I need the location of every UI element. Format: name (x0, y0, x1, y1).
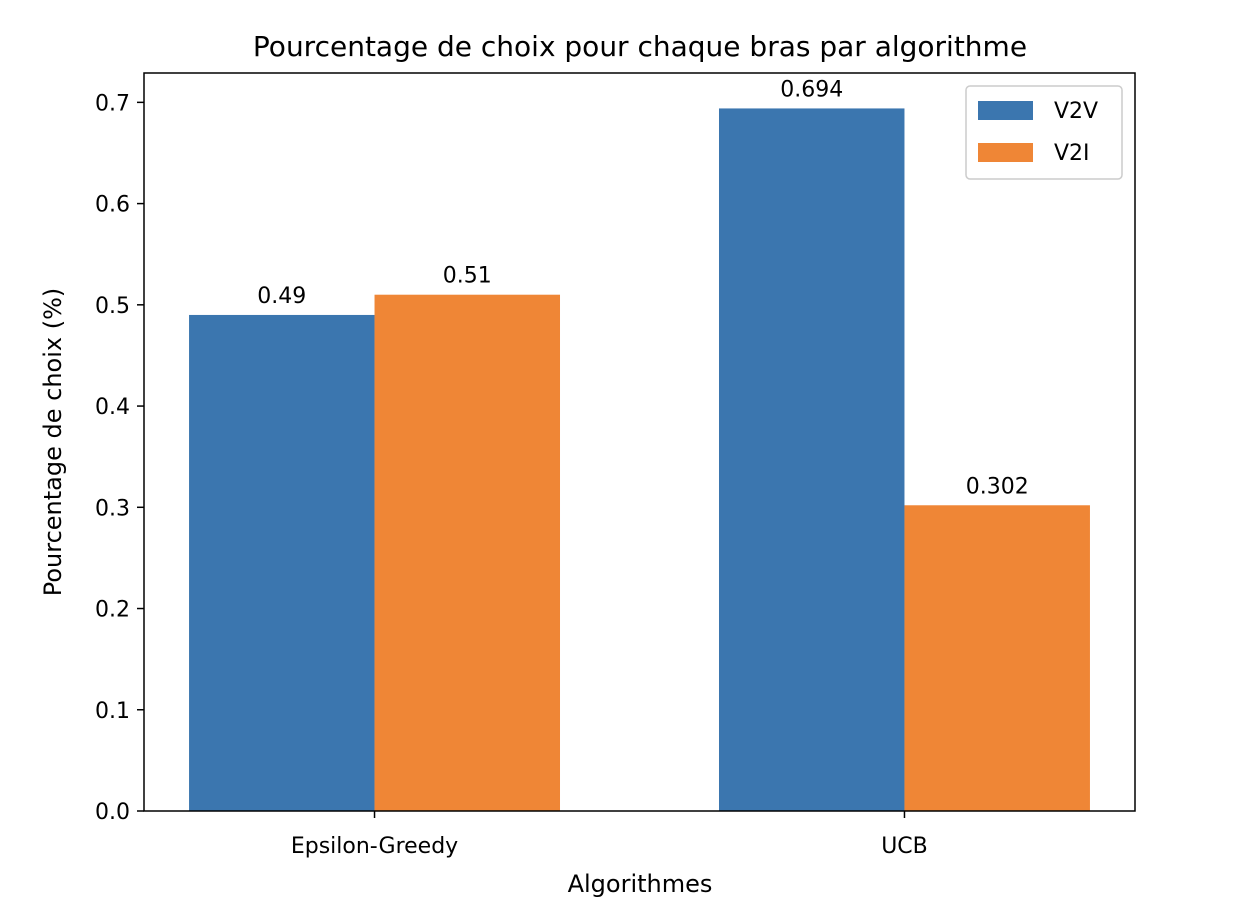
bar-v2i-ucb (904, 505, 1090, 811)
x-tick-label: UCB (881, 834, 928, 859)
value-label-v2v-epsilon-greedy: 0.49 (257, 284, 306, 309)
legend-label-v2i: V2I (1054, 141, 1090, 166)
x-axis-ticks: Epsilon-Greedy UCB (291, 811, 928, 859)
y-tick-label: 0.2 (95, 598, 130, 623)
y-axis-ticks: 0.0 0.1 0.2 0.3 0.4 0.5 0.6 0.7 (95, 91, 144, 825)
value-label-v2v-ucb: 0.694 (780, 77, 843, 102)
y-tick-label: 0.7 (95, 91, 130, 116)
bar-v2v-ucb (718, 108, 905, 811)
chart-title: Pourcentage de choix pour chaque bras pa… (253, 30, 1027, 63)
y-tick-label: 0.0 (95, 800, 130, 825)
y-tick-label: 0.5 (95, 294, 130, 319)
y-tick-label: 0.1 (95, 699, 130, 724)
x-axis-label: Algorithmes (568, 870, 713, 898)
y-tick-label: 0.4 (95, 395, 130, 420)
legend-box (965, 85, 1123, 180)
bar-v2i-epsilon-greedy (374, 294, 561, 811)
bar-v2v-epsilon-greedy (189, 314, 375, 811)
y-axis-label: Pourcentage de choix (%) (39, 288, 67, 597)
plot-area-frame (143, 72, 1136, 812)
y-tick-label: 0.6 (95, 193, 130, 218)
y-tick-label: 0.3 (95, 496, 130, 521)
value-labels-group: 0.49 0.694 0.51 0.302 (257, 77, 1028, 499)
legend: V2V V2I (965, 85, 1123, 180)
bars-group (189, 108, 1090, 811)
x-tick-label: Epsilon-Greedy (291, 834, 458, 859)
legend-swatch-v2v (978, 101, 1033, 120)
value-label-v2i-ucb: 0.302 (966, 474, 1029, 499)
legend-swatch-v2i (978, 143, 1033, 162)
legend-label-v2v: V2V (1054, 99, 1098, 124)
value-label-v2i-epsilon-greedy: 0.51 (443, 264, 492, 289)
